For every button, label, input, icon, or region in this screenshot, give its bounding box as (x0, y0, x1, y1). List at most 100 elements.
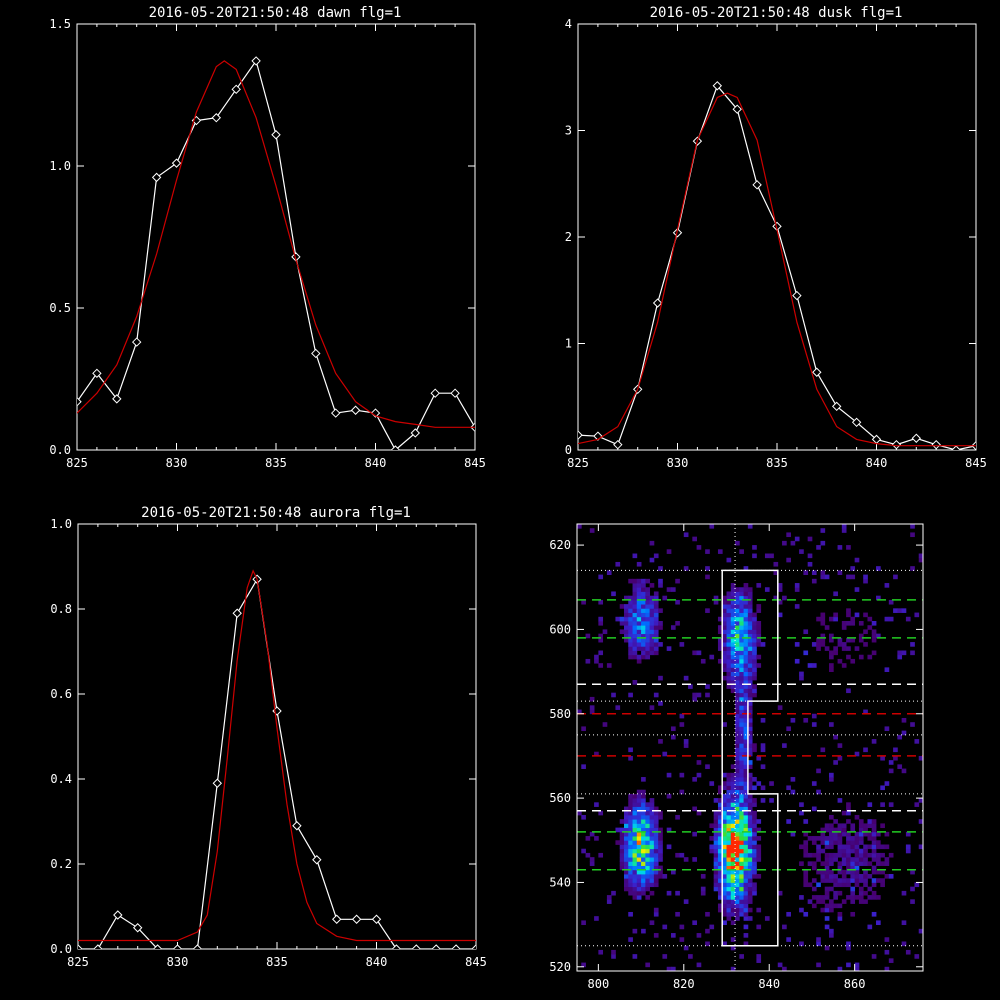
image-pixel (692, 650, 697, 656)
image-pixel (645, 886, 651, 892)
image-pixel (841, 810, 847, 816)
image-pixel (760, 743, 766, 748)
image-pixel (726, 608, 732, 613)
image-pixel (764, 553, 770, 559)
image-pixel (752, 646, 757, 651)
dusk-data-point (931, 439, 941, 450)
image-pixel (739, 764, 744, 769)
image-pixel (730, 587, 736, 592)
image-pixel (743, 781, 749, 786)
image-pixel (632, 878, 638, 883)
image-pixel (726, 658, 732, 664)
image-pixel (692, 536, 697, 542)
image-pixel (743, 739, 749, 744)
image-pixel (645, 819, 651, 824)
image-pixel (632, 836, 638, 841)
image-pixel (606, 899, 612, 904)
image-pixel (594, 658, 599, 664)
image-pixel (739, 840, 744, 845)
image-pixel (658, 739, 663, 744)
image-pixel (739, 629, 744, 635)
image-pixel (743, 566, 749, 571)
image-pixel (871, 882, 877, 888)
image-pixel (713, 819, 719, 824)
image-pixel (649, 857, 655, 862)
image-pixel (910, 899, 915, 904)
image-pixel (756, 755, 762, 761)
image-pixel (730, 633, 736, 639)
image-pixel (636, 798, 642, 803)
image-pixel (675, 911, 680, 917)
image-pixel (820, 869, 826, 875)
image-pixel (739, 663, 744, 668)
image-pixel (670, 734, 676, 740)
image-pixel (752, 654, 757, 660)
image-pixel (696, 650, 702, 656)
image-pixel (726, 772, 732, 778)
image-pixel (739, 810, 744, 816)
image-pixel (756, 958, 762, 963)
image-pixel (735, 823, 740, 829)
image-pixel (726, 810, 732, 816)
image-pixel (743, 861, 749, 866)
image-pixel (837, 878, 843, 883)
image-pixel (752, 637, 757, 643)
image-pixel (636, 874, 642, 879)
image-pixel (743, 882, 749, 888)
image-pixel (752, 819, 757, 824)
image-pixel (632, 642, 638, 647)
image-pixel (598, 810, 604, 816)
image-pixel (747, 646, 753, 651)
image-pixel (636, 857, 642, 862)
image-pixel (824, 646, 830, 651)
image-pixel (820, 840, 826, 845)
image-pixel (794, 536, 800, 542)
image-pixel (743, 785, 749, 791)
image-pixel (743, 777, 749, 782)
image-pixel (837, 916, 843, 921)
image-pixel (636, 561, 642, 567)
image-pixel (829, 772, 834, 778)
image-pixel (649, 865, 655, 871)
image-pixel (837, 911, 843, 917)
image-pixel (739, 798, 744, 803)
image-pixel (598, 637, 604, 643)
image-pixel (747, 793, 753, 799)
image-pixel (824, 945, 830, 951)
image-pixel (743, 751, 749, 757)
image-pixel (893, 608, 898, 613)
image-pixel (884, 966, 890, 971)
image-pixel (641, 612, 646, 618)
image-pixel (743, 583, 749, 588)
image-pixel (867, 886, 873, 892)
image-pixel (679, 937, 685, 942)
image-pixel (820, 616, 826, 622)
image-pixel (837, 831, 843, 837)
image-pixel (709, 844, 715, 850)
image-pixel (713, 852, 719, 858)
image-pixel (867, 823, 873, 829)
image-pixel (653, 629, 659, 635)
image-pixel (910, 566, 915, 571)
image-pixel (743, 675, 749, 681)
image-pixel (636, 599, 642, 605)
image-pixel (876, 920, 881, 926)
image-pixel (717, 549, 723, 554)
image-pixel (713, 882, 719, 888)
image-pixel (876, 595, 881, 601)
image-pixel (726, 642, 732, 647)
image-pixel (747, 625, 753, 630)
image-pixel (743, 810, 749, 816)
aurora-ytick-label: 0.4 (50, 772, 72, 786)
image-pixel (619, 848, 625, 854)
image-pixel (777, 599, 783, 605)
image-pixel (833, 840, 838, 845)
image-pixel (752, 642, 757, 647)
image-pixel (871, 831, 877, 837)
image-pixel (632, 874, 638, 879)
image-pixel (641, 823, 646, 829)
image-pixel (858, 633, 864, 639)
image-pixel (752, 840, 757, 845)
image-pixel (871, 890, 877, 896)
image-pixel (811, 781, 817, 786)
